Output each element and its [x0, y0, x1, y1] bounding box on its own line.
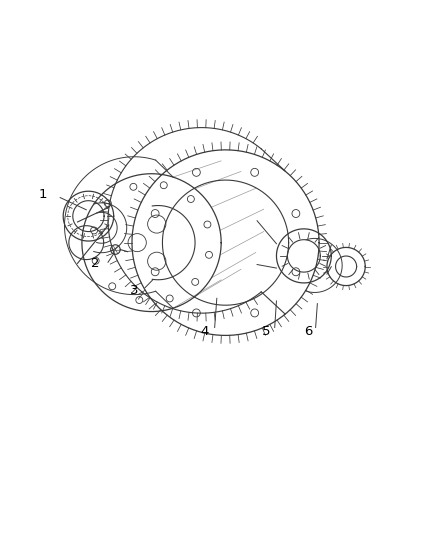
Ellipse shape: [111, 245, 120, 254]
Text: 4: 4: [201, 325, 209, 338]
Text: 6: 6: [304, 325, 312, 338]
Text: 2: 2: [91, 257, 99, 270]
Text: 5: 5: [262, 325, 270, 338]
Text: 3: 3: [130, 284, 138, 297]
Text: 1: 1: [39, 189, 47, 201]
